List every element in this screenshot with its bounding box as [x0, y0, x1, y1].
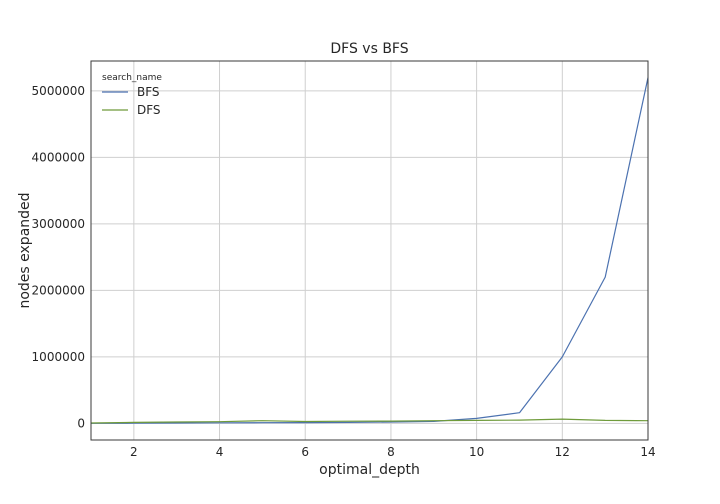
y-tick-label: 0	[77, 416, 85, 430]
y-tick-label: 4000000	[32, 150, 85, 164]
x-tick-label: 6	[301, 445, 309, 459]
series-line-bfs	[90, 77, 649, 424]
x-tick-label: 12	[555, 445, 570, 459]
x-tick-label: 2	[130, 445, 138, 459]
x-tick-label: 8	[387, 445, 395, 459]
series-line-dfs	[90, 418, 649, 424]
y-tick-label: 2000000	[32, 283, 85, 297]
legend-label-dfs: DFS	[137, 103, 161, 117]
y-axis-ticks: 0 1000000 2000000 3000000 4000000 5000000	[32, 84, 85, 430]
legend: search_name BFS DFS	[102, 73, 162, 117]
series-layer	[90, 77, 649, 424]
x-axis-label: optimal_depth	[319, 462, 420, 478]
plot-area	[91, 61, 648, 440]
legend-title: search_name	[102, 73, 162, 83]
y-tick-label: 5000000	[32, 84, 85, 98]
x-tick-label: 14	[640, 445, 655, 459]
legend-label-bfs: BFS	[137, 85, 160, 99]
y-tick-label: 1000000	[32, 350, 85, 364]
chart-title: DFS vs BFS	[330, 41, 408, 57]
x-tick-label: 10	[469, 445, 484, 459]
x-axis-ticks: 2 4 6 8 10 12 14	[130, 445, 656, 459]
x-tick-label: 4	[216, 445, 224, 459]
plot-frame	[90, 60, 649, 441]
y-axis-label: nodes expanded	[17, 192, 33, 308]
y-tick-label: 3000000	[32, 217, 85, 231]
